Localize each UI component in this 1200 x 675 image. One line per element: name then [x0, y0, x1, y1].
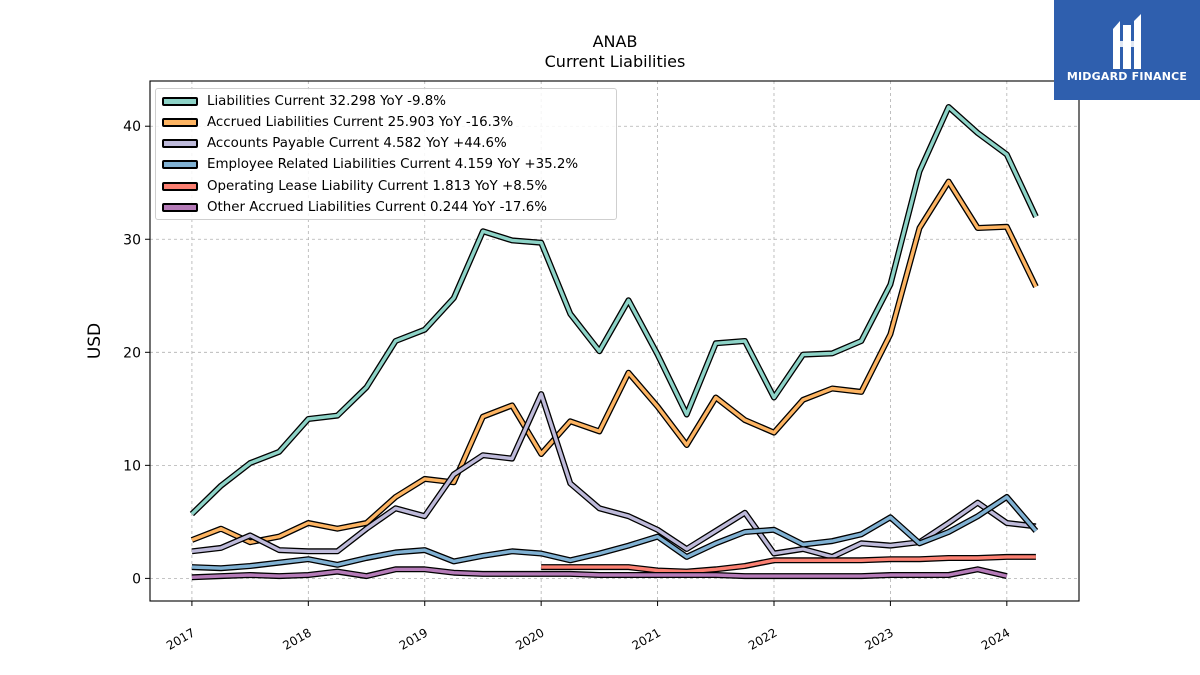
y-axis: 0 10 20 30 40: [123, 119, 150, 587]
legend-swatch: [162, 117, 198, 127]
legend: Liabilities Current 32.298 YoY -9.8% Accr…: [155, 88, 617, 220]
legend-label: Accounts Payable Current 4.582 YoY +44.6…: [207, 136, 507, 152]
series-outline-1: [190, 178, 1039, 546]
x-tick-label: 2023: [862, 625, 895, 652]
legend-label: Accrued Liabilities Current 25.903 YoY -…: [207, 114, 514, 130]
x-tick-label: 2018: [280, 625, 313, 652]
series-layer: [189, 104, 1039, 581]
y-axis-label: USD: [85, 323, 105, 359]
legend-entry: Accounts Payable Current 4.582 YoY +44.6…: [162, 134, 507, 154]
legend-entry: Other Accrued Liabilities Current 0.244 …: [162, 198, 547, 218]
legend-entry: Operating Lease Liability Current 1.813 …: [162, 176, 547, 196]
legend-label: Employee Related Liabilities Current 4.1…: [207, 157, 579, 173]
legend-entry: Accrued Liabilities Current 25.903 YoY -…: [162, 112, 513, 132]
series-line-1: [191, 179, 1038, 544]
y-tick-label: 40: [123, 119, 141, 135]
x-tick-label: 2019: [397, 625, 430, 652]
legend-label: Other Accrued Liabilities Current 0.244 …: [207, 200, 547, 215]
x-tick-label: 2017: [164, 625, 197, 652]
series-line-0: [190, 105, 1038, 516]
x-tick-label: 2024: [979, 625, 1012, 652]
legend-swatch: [162, 160, 198, 170]
series-line-3: [191, 495, 1038, 570]
plot-frame: [149, 80, 1080, 602]
legend-entry: Liabilities Current 32.298 YoY -9.8%: [162, 91, 446, 111]
x-tick-label: 2020: [513, 625, 546, 652]
y-tick-label: 20: [123, 345, 141, 361]
chart-subtitle: Current Liabilities: [544, 52, 686, 71]
chart-title: ANAB: [592, 32, 638, 51]
legend-label: Liabilities Current 32.298 YoY -9.8%: [207, 93, 447, 109]
series-line-4: [541, 555, 1036, 574]
midgard-logo-icon: [1113, 14, 1141, 69]
series-line-5: [191, 567, 1008, 579]
legend-label: Operating Lease Liability Current 1.813 …: [207, 178, 548, 194]
x-tick-label: 2021: [630, 625, 663, 652]
x-tick-label: 2022: [746, 625, 779, 652]
y-tick-label: 30: [123, 232, 141, 248]
brand-logo-text: MIDGARD FINANCE: [1066, 70, 1188, 83]
y-tick-label: 0: [132, 571, 141, 587]
y-tick-label: 10: [123, 458, 141, 474]
legend-swatch: [162, 96, 198, 106]
legend-swatch: [162, 203, 198, 212]
x-axis: 2017 2018 2019 2020 2021 2022 2023 2024: [164, 601, 1012, 653]
legend-swatch: [162, 181, 198, 191]
brand-logo: MIDGARD FINANCE: [1054, 0, 1200, 100]
series-line-2: [191, 392, 1037, 559]
legend-swatch: [162, 139, 198, 149]
legend-entry: Employee Related Liabilities Current 4.1…: [162, 155, 578, 175]
